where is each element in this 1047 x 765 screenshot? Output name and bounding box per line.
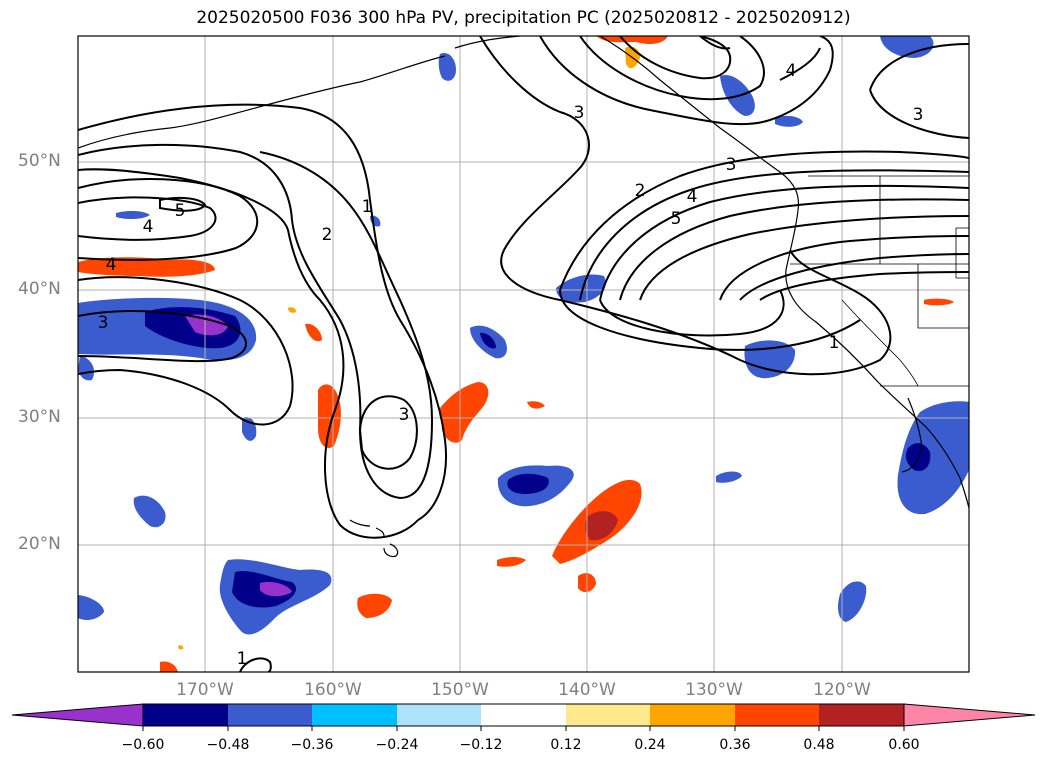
colorbar-segment (11, 703, 144, 727)
lon-label: 160°W (304, 680, 362, 700)
map-frame (77, 35, 970, 673)
contour-label: 5 (671, 209, 682, 229)
contour-label: 4 (106, 255, 117, 275)
lat-label: 40°N (18, 279, 61, 299)
lon-label: 120°W (813, 680, 871, 700)
contour-label: 3 (726, 155, 737, 175)
colorbar-tick-label: 0.60 (888, 737, 920, 753)
contour-label: 4 (143, 217, 154, 237)
colorbar-tick-label: 0.48 (803, 737, 835, 753)
lat-label: 20°N (18, 534, 61, 554)
colorbar-segment (819, 704, 904, 726)
colorbar-tick-label: −0.36 (290, 737, 334, 753)
colorbar-segment (735, 704, 819, 726)
graticule (78, 36, 969, 672)
contour-label: 2 (635, 181, 646, 201)
colorbar-tick-label: −0.24 (375, 737, 419, 753)
colorbar-tick-label: −0.60 (121, 737, 165, 753)
colorbar-segment (566, 704, 650, 726)
colorbar-tick-label: 0.24 (634, 737, 666, 753)
colorbar-segment (903, 703, 1036, 727)
colorbar-segment (312, 704, 397, 726)
contour-label: 4 (687, 187, 698, 207)
contour-label: 5 (175, 201, 186, 221)
colorbar (11, 703, 1036, 731)
state-boundaries (790, 175, 969, 387)
contour-label: 4 (786, 61, 797, 81)
contour-label: 1 (237, 649, 248, 669)
lat-label: 30°N (18, 407, 61, 427)
colorbar-tick-label: 0.12 (550, 737, 582, 753)
pv-contour-labels: 5 4 4 3 2 1 3 3 2 4 5 3 3 4 1 1 (98, 61, 924, 669)
colorbar-tick-label: 0.36 (719, 737, 751, 753)
precip-shading (78, 36, 969, 672)
colorbar-tick-label: −0.12 (459, 737, 503, 753)
colorbar-segment (397, 704, 481, 726)
contour-label: 3 (574, 103, 585, 123)
colorbar-segment (228, 704, 312, 726)
colorbar-segment (481, 704, 566, 726)
lon-label: 140°W (558, 680, 616, 700)
contour-label: 2 (322, 225, 333, 245)
colorbar-segment (143, 704, 228, 726)
lon-label: 130°W (685, 680, 743, 700)
colorbar-tick-label: −0.48 (206, 737, 250, 753)
lat-label: 50°N (18, 151, 61, 171)
colorbar-segment (650, 704, 735, 726)
contour-label: 1 (362, 197, 373, 217)
contour-label: 3 (98, 313, 109, 333)
contour-label: 1 (829, 333, 840, 353)
coastlines (78, 36, 969, 558)
contour-label: 3 (399, 405, 410, 425)
pv-contours (78, 36, 969, 672)
lon-label: 170°W (176, 680, 234, 700)
map-title: 2025020500 F036 300 hPa PV, precipitatio… (196, 8, 851, 28)
lon-label: 150°W (431, 680, 489, 700)
contour-label: 3 (913, 105, 924, 125)
